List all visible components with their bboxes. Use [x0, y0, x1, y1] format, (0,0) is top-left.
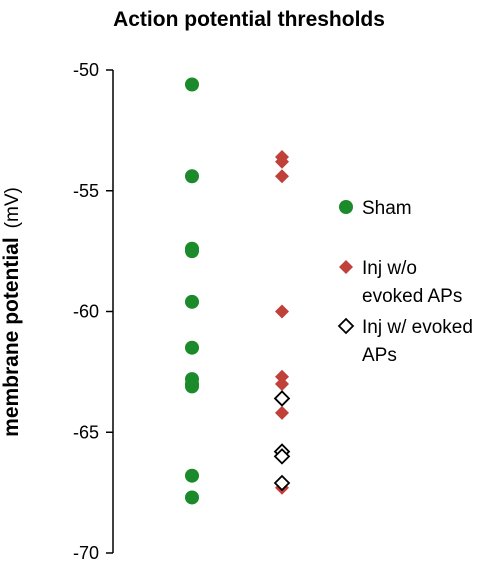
y-tick-label: -65 — [73, 422, 99, 442]
legend-marker — [339, 200, 353, 214]
legend-label: Inj w/o — [362, 258, 417, 279]
y-axis-label: membrane potential (mV) — [0, 187, 23, 437]
data-point — [275, 154, 289, 169]
data-point — [185, 490, 199, 505]
y-axis-label-unit: (mV) — [2, 187, 23, 228]
data-point — [273, 448, 291, 465]
y-tick-label: -60 — [73, 302, 99, 322]
legend-label: APs — [362, 345, 397, 366]
data-point — [185, 77, 199, 92]
y-tick-label: -55 — [73, 181, 99, 201]
data-point — [185, 468, 199, 483]
data-point — [185, 244, 199, 259]
y-axis-label-main: membrane potential — [0, 237, 23, 437]
data-points — [185, 77, 291, 505]
legend-marker — [339, 260, 353, 274]
data-point — [275, 376, 289, 391]
data-point — [273, 474, 291, 492]
legend-label: Sham — [362, 198, 412, 219]
data-point — [185, 379, 199, 394]
y-axis-ticks: -50 -55 -60 -65 -70 — [73, 60, 113, 563]
data-point — [185, 294, 199, 309]
legend: Sham Inj w/o evoked APs Inj w/ evoked APs — [337, 198, 473, 366]
legend-label: Inj w/ evoked — [362, 317, 473, 338]
data-point — [185, 340, 199, 355]
legend-label: evoked APs — [362, 286, 462, 307]
data-point — [185, 169, 199, 184]
data-point — [273, 390, 291, 407]
data-point — [275, 169, 289, 184]
y-tick-label: -70 — [73, 543, 99, 563]
chart-title: Action potential thresholds — [113, 8, 385, 31]
legend-marker — [337, 317, 355, 335]
data-point — [275, 369, 289, 384]
data-point — [275, 304, 289, 319]
y-tick-label: -50 — [73, 60, 99, 80]
data-point — [275, 405, 289, 420]
